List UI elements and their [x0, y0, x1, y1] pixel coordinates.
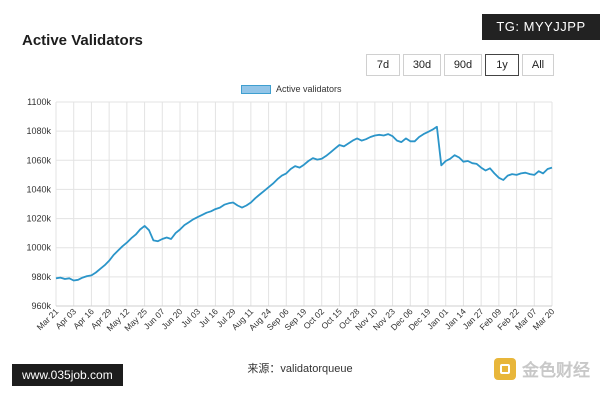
range-selector: 7d 30d 90d 1y All	[366, 54, 557, 76]
range-button-30d[interactable]: 30d	[403, 54, 441, 76]
range-button-90d[interactable]: 90d	[444, 54, 482, 76]
brand-logo: 金色财经	[494, 356, 590, 381]
x-tick-label: Jul 16	[197, 306, 220, 329]
y-tick-label: 1080k	[26, 126, 51, 136]
y-tick-label: 1020k	[26, 214, 51, 224]
chart-title: Active Validators	[22, 32, 143, 49]
y-tick-label: 980k	[31, 272, 51, 282]
y-tick-label: 1100k	[27, 97, 51, 107]
chart-legend[interactable]: Active validators	[241, 84, 342, 94]
range-button-1y[interactable]: 1y	[485, 54, 519, 76]
range-button-all[interactable]: All	[522, 54, 554, 76]
watermark-top: TG: MYYJJPP	[482, 14, 600, 40]
source-caption: 来源：validatorqueue	[247, 363, 353, 375]
legend-label: Active validators	[276, 84, 342, 94]
y-tick-label: 1060k	[26, 155, 51, 165]
brand-name: 金色财经	[522, 361, 590, 380]
series-line-active-validators	[55, 125, 553, 282]
x-tick-label: Jul 03	[179, 306, 202, 329]
y-tick-label: 1000k	[26, 243, 51, 253]
legend-swatch	[241, 84, 271, 94]
y-tick-label: 960k	[31, 301, 51, 311]
watermark-bottom: www.035job.com	[12, 364, 123, 386]
y-tick-label: 1040k	[26, 184, 51, 194]
range-button-7d[interactable]: 7d	[366, 54, 400, 76]
brand-logo-icon	[494, 357, 516, 380]
